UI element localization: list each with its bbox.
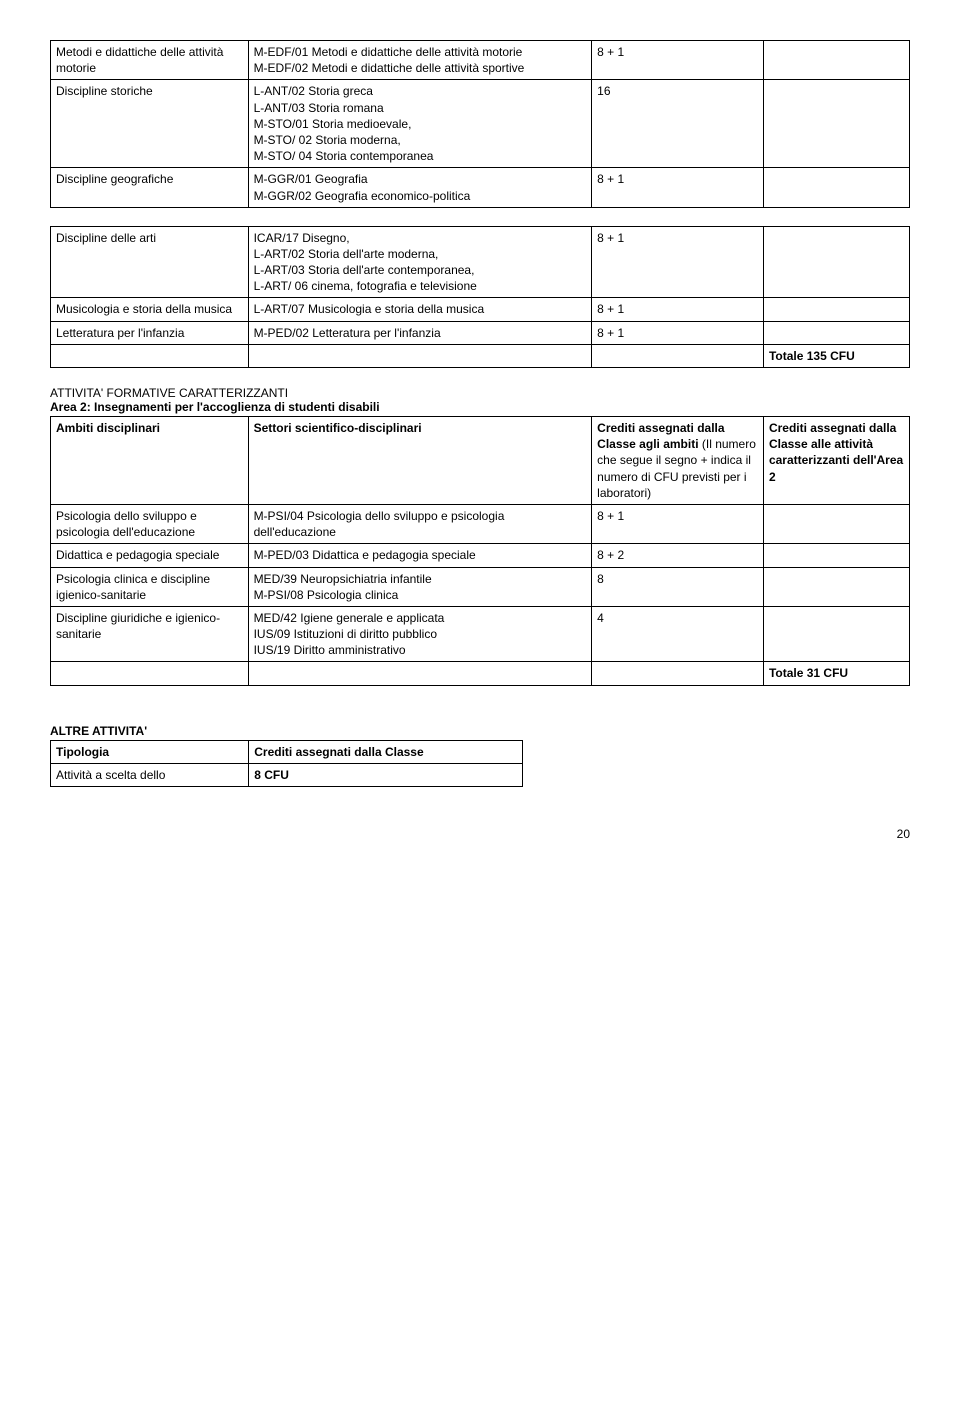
cell-extra [763, 298, 909, 321]
cell-ambito: Discipline storiche [51, 80, 249, 168]
table-row: Letteratura per l'infanzia M-PED/02 Lett… [51, 321, 910, 344]
cell-ambito: Letteratura per l'infanzia [51, 321, 249, 344]
cell-ambito: Discipline giuridiche e igienico-sanitar… [51, 606, 249, 662]
table-row-total: Totale 31 CFU [51, 662, 910, 685]
cell-total: Totale 31 CFU [763, 662, 909, 685]
table-row: Didattica e pedagogia speciale M-PED/03 … [51, 544, 910, 567]
table-row: Attività a scelta dello 8 CFU [51, 763, 523, 786]
table-row: Discipline storiche L-ANT/02 Storia grec… [51, 80, 910, 168]
cell-crediti: 8 + 1 [592, 168, 764, 207]
cell-crediti: 8 CFU [249, 763, 523, 786]
cell-extra [763, 606, 909, 662]
header-crediti-ambiti: Crediti assegnati dalla Classe agli ambi… [592, 417, 764, 505]
cell-ambito: Psicologia dello sviluppo e psicologia d… [51, 504, 249, 543]
table-row: Discipline geografiche M-GGR/01 Geografi… [51, 168, 910, 207]
table-header-row: Tipologia Crediti assegnati dalla Classe [51, 740, 523, 763]
cell-extra [763, 226, 909, 298]
cell-settori: MED/39 Neuropsichiatria infantileM-PSI/0… [248, 567, 592, 606]
cell-crediti: 8 [592, 567, 764, 606]
table-row: Musicologia e storia della musica L-ART/… [51, 298, 910, 321]
header-crediti: Crediti assegnati dalla Classe [249, 740, 523, 763]
cell-crediti: 8 + 1 [592, 298, 764, 321]
table-row: Psicologia dello sviluppo e psicologia d… [51, 504, 910, 543]
header-settori: Settori scientifico-disciplinari [248, 417, 592, 505]
cell-crediti [592, 662, 764, 685]
cell-extra [763, 544, 909, 567]
cell-ambito: Musicologia e storia della musica [51, 298, 249, 321]
cell-ambito [51, 662, 249, 685]
table-row: Discipline giuridiche e igienico-sanitar… [51, 606, 910, 662]
cell-settori: M-EDF/01 Metodi e didattiche delle attiv… [248, 41, 592, 80]
cell-settori: L-ART/07 Musicologia e storia della musi… [248, 298, 592, 321]
cell-crediti: 8 + 2 [592, 544, 764, 567]
cell-settori [248, 662, 592, 685]
cell-crediti [592, 344, 764, 367]
table-altre: Tipologia Crediti assegnati dalla Classe… [50, 740, 523, 787]
cell-settori: L-ANT/02 Storia grecaL-ANT/03 Storia rom… [248, 80, 592, 168]
cell-ambito: Discipline delle arti [51, 226, 249, 298]
table-row-total: Totale 135 CFU [51, 344, 910, 367]
cell-extra [763, 80, 909, 168]
cell-extra [763, 321, 909, 344]
cell-extra [763, 567, 909, 606]
table-area2: Ambiti disciplinari Settori scientifico-… [50, 416, 910, 686]
table-row: Discipline delle arti ICAR/17 Disegno, L… [51, 226, 910, 298]
cell-settori: M-GGR/01 GeografiaM-GGR/02 Geografia eco… [248, 168, 592, 207]
section-line2: Area 2: Insegnamenti per l'accoglienza d… [50, 400, 380, 414]
cell-crediti: 8 + 1 [592, 226, 764, 298]
cell-settori: MED/42 Igiene generale e applicataIUS/09… [248, 606, 592, 662]
cell-ambito: Psicologia clinica e discipline igienico… [51, 567, 249, 606]
altre-title: ALTRE ATTIVITA' [50, 724, 910, 738]
cell-extra [763, 41, 909, 80]
cell-ambito: Metodi e didattiche delle attività motor… [51, 41, 249, 80]
cell-total: Totale 135 CFU [763, 344, 909, 367]
cell-settori: M-PSI/04 Psicologia dello sviluppo e psi… [248, 504, 592, 543]
cell-settori: ICAR/17 Disegno, L-ART/02 Storia dell'ar… [248, 226, 592, 298]
header-tipologia: Tipologia [51, 740, 249, 763]
header-crediti-classe: Crediti assegnati dalla Classe alle atti… [763, 417, 909, 505]
table-courses-2: Discipline delle arti ICAR/17 Disegno, L… [50, 226, 910, 368]
cell-crediti: 8 + 1 [592, 41, 764, 80]
table-header-row: Ambiti disciplinari Settori scientifico-… [51, 417, 910, 505]
cell-extra [763, 504, 909, 543]
cell-ambito: Didattica e pedagogia speciale [51, 544, 249, 567]
cell-crediti: 8 + 1 [592, 504, 764, 543]
cell-crediti: 8 + 1 [592, 321, 764, 344]
cell-ambito [51, 344, 249, 367]
table-courses-1: Metodi e didattiche delle attività motor… [50, 40, 910, 208]
header-ambiti: Ambiti disciplinari [51, 417, 249, 505]
cell-crediti: 4 [592, 606, 764, 662]
cell-ambito: Discipline geografiche [51, 168, 249, 207]
cell-settori: M-PED/03 Didattica e pedagogia speciale [248, 544, 592, 567]
section-line1: ATTIVITA' FORMATIVE CARATTERIZZANTI [50, 386, 288, 400]
section-heading: ATTIVITA' FORMATIVE CARATTERIZZANTI Area… [50, 386, 910, 414]
cell-crediti: 16 [592, 80, 764, 168]
cell-settori: M-PED/02 Letteratura per l'infanzia [248, 321, 592, 344]
cell-extra [763, 168, 909, 207]
cell-tipologia: Attività a scelta dello [51, 763, 249, 786]
table-row: Psicologia clinica e discipline igienico… [51, 567, 910, 606]
page-number: 20 [50, 827, 910, 841]
table-row: Metodi e didattiche delle attività motor… [51, 41, 910, 80]
cell-settori [248, 344, 592, 367]
